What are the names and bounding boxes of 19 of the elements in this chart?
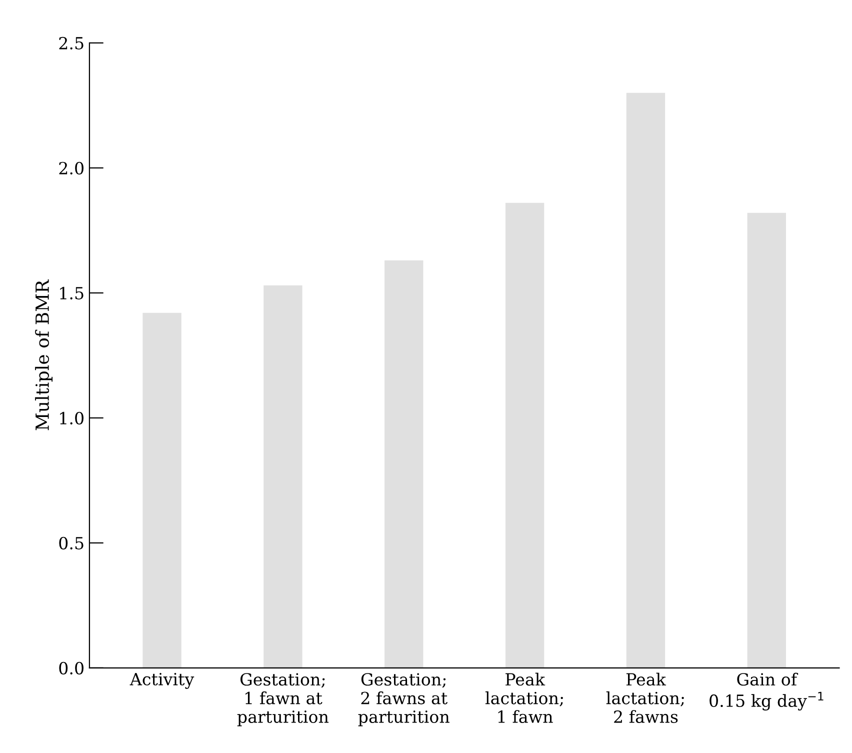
x-tick-label: Peak lactation; 1 fawn xyxy=(485,672,563,723)
y-tick-label: 2.0 xyxy=(59,162,84,174)
x-tick-label: Gestation; 1 fawn at parturition xyxy=(237,673,329,726)
x-tick-label: Peak lactation; 2 fawns xyxy=(606,672,684,723)
bar xyxy=(747,212,786,668)
bar xyxy=(142,312,182,668)
y-tick-label: 0.0 xyxy=(59,662,84,674)
bar xyxy=(264,285,302,668)
x-tick-label: Gestation; 2 fawns at parturition xyxy=(358,673,450,726)
y-tick-label: 1.0 xyxy=(60,412,84,424)
x-tick-label: Activity xyxy=(130,672,194,689)
bar xyxy=(505,202,544,668)
bar xyxy=(384,260,424,668)
y-tick-label: 2.5 xyxy=(59,36,84,50)
bar xyxy=(626,92,666,668)
y-tick-label: 0.5 xyxy=(59,536,84,550)
y-axis-title: Multiple of BMR xyxy=(35,279,53,430)
x-tick-label: Gain of 0.15 kg day$^{−1}$ xyxy=(710,672,824,710)
y-tick-label: 1.5 xyxy=(60,286,84,300)
